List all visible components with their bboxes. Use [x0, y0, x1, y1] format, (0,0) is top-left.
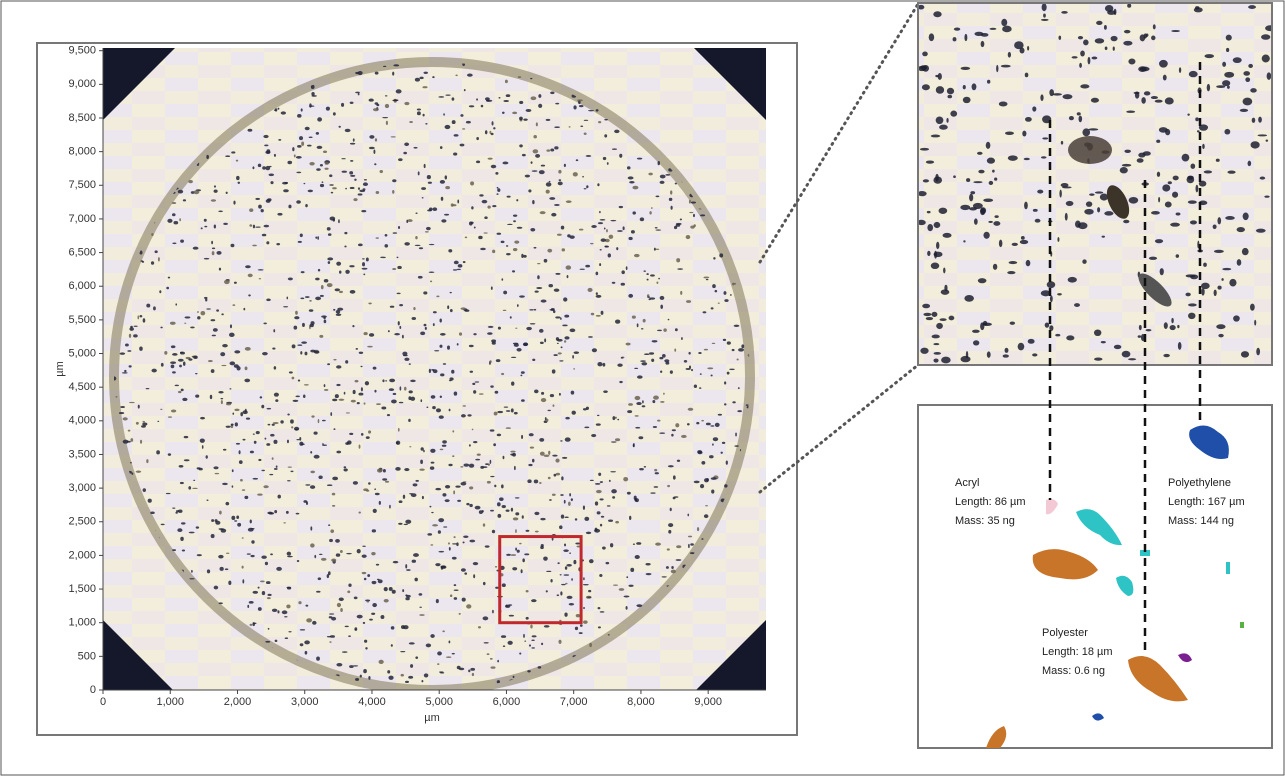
y-tick-label: 6,500: [68, 246, 96, 258]
y-tick-label: 6,000: [68, 280, 96, 292]
x-tick-label: 4,000: [358, 696, 386, 708]
x-tick-label: 2,000: [224, 696, 252, 708]
x-tick-label: 6,000: [493, 696, 521, 708]
x-tick-label: 0: [100, 696, 106, 708]
particle-length: Length: 86 µm: [955, 496, 1026, 508]
particle-length: Length: 167 µm: [1168, 496, 1245, 508]
y-tick-label: 5,500: [68, 314, 96, 326]
particle-mass: Mass: 144 ng: [1168, 515, 1234, 527]
particle-length: Length: 18 µm: [1042, 646, 1113, 658]
y-tick-label: 500: [78, 650, 96, 662]
x-axis-label: µm: [424, 712, 440, 724]
zoom-image: [917, 3, 1275, 364]
y-tick-label: 1,500: [68, 583, 96, 595]
y-tick-label: 4,500: [68, 381, 96, 393]
particle-name: Acryl: [955, 477, 979, 489]
particle-mass: Mass: 35 ng: [955, 515, 1015, 527]
y-axis-label: µm: [54, 361, 66, 377]
y-tick-label: 5,000: [68, 347, 96, 359]
x-tick-label: 3,000: [291, 696, 319, 708]
x-tick-label: 1,000: [156, 696, 184, 708]
y-tick-label: 0: [90, 684, 96, 696]
y-tick-label: 2,000: [68, 549, 96, 561]
y-tick-label: 1,000: [68, 617, 96, 629]
x-tick-label: 7,000: [560, 696, 588, 708]
y-tick-label: 7,500: [68, 179, 96, 191]
y-tick-label: 8,000: [68, 146, 96, 158]
figure: 0 1,000 2,000 3,000 4,000 5,000 6,000 7,000 8,00…: [0, 0, 1285, 776]
y-tick-label: 9,000: [68, 78, 96, 90]
x-tick-label: 5,000: [425, 696, 453, 708]
x-tick-label: 8,000: [627, 696, 655, 708]
y-tick-label: 9,500: [68, 45, 96, 57]
y-tick-label: 2,500: [68, 516, 96, 528]
particle-name: Polyester: [1042, 627, 1088, 639]
particle-mass: Mass: 0.6 ng: [1042, 665, 1105, 677]
y-tick-label: 4,000: [68, 415, 96, 427]
y-tick-label: 3,000: [68, 482, 96, 494]
x-tick-label: 9,000: [694, 696, 722, 708]
y-tick-label: 7,000: [68, 213, 96, 225]
y-tick-label: 3,500: [68, 448, 96, 460]
micrograph: [103, 48, 766, 690]
particle-name: Polyethylene: [1168, 477, 1231, 489]
y-tick-label: 8,500: [68, 112, 96, 124]
